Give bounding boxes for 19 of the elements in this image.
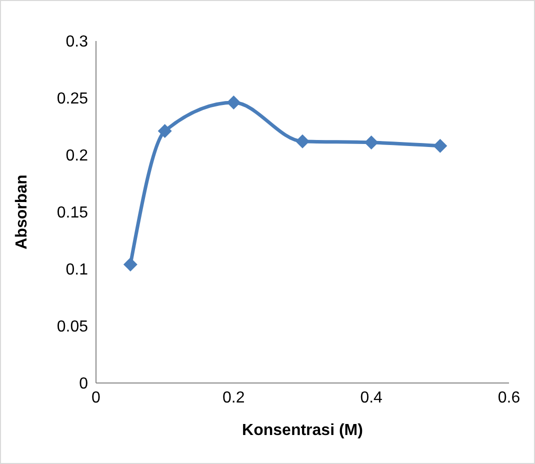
y-tick-label: 0.1 xyxy=(66,262,88,279)
x-tick-label: 0.4 xyxy=(360,389,383,406)
x-tick-label: 0.6 xyxy=(498,389,520,406)
point xyxy=(158,124,172,138)
point xyxy=(433,138,448,153)
point xyxy=(296,134,310,148)
y-tick-label: 0.3 xyxy=(66,34,88,51)
y-tick-label: 0.25 xyxy=(56,90,88,108)
x-tick-label: 0.2 xyxy=(222,389,245,406)
x-axis-title: Konsentrasi (M) xyxy=(242,422,363,439)
y-axis-title: Absorban xyxy=(14,174,31,250)
point xyxy=(364,135,378,150)
y-tick-label: 0.15 xyxy=(56,204,88,222)
x-tick-label: 0 xyxy=(92,389,101,406)
y-tick-label: 0.2 xyxy=(66,148,88,165)
point xyxy=(226,96,241,110)
y-tick-label: 0 xyxy=(79,376,88,393)
y-tick-label: 0.05 xyxy=(56,318,88,336)
point xyxy=(123,257,138,272)
